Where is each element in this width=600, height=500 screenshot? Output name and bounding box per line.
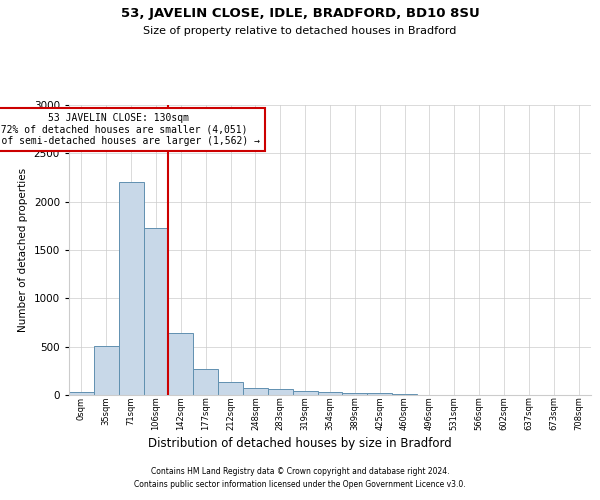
Bar bbox=[243, 388, 268, 395]
Bar bbox=[169, 333, 193, 395]
Bar bbox=[367, 393, 392, 395]
Bar bbox=[193, 369, 218, 395]
Bar bbox=[343, 392, 367, 395]
Bar bbox=[69, 392, 94, 395]
Text: 53 JAVELIN CLOSE: 130sqm
← 72% of detached houses are smaller (4,051)
28% of sem: 53 JAVELIN CLOSE: 130sqm ← 72% of detach… bbox=[0, 112, 260, 146]
Bar bbox=[218, 382, 243, 395]
Bar bbox=[119, 182, 143, 395]
Text: Distribution of detached houses by size in Bradford: Distribution of detached houses by size … bbox=[148, 438, 452, 450]
Bar bbox=[317, 392, 343, 395]
Text: Contains HM Land Registry data © Crown copyright and database right 2024.: Contains HM Land Registry data © Crown c… bbox=[151, 467, 449, 476]
Bar bbox=[392, 394, 417, 395]
Y-axis label: Number of detached properties: Number of detached properties bbox=[18, 168, 28, 332]
Bar bbox=[293, 390, 317, 395]
Bar bbox=[268, 389, 293, 395]
Bar bbox=[94, 346, 119, 395]
Text: Size of property relative to detached houses in Bradford: Size of property relative to detached ho… bbox=[143, 26, 457, 36]
Text: 53, JAVELIN CLOSE, IDLE, BRADFORD, BD10 8SU: 53, JAVELIN CLOSE, IDLE, BRADFORD, BD10 … bbox=[121, 8, 479, 20]
Bar bbox=[143, 228, 169, 395]
Text: Contains public sector information licensed under the Open Government Licence v3: Contains public sector information licen… bbox=[134, 480, 466, 489]
